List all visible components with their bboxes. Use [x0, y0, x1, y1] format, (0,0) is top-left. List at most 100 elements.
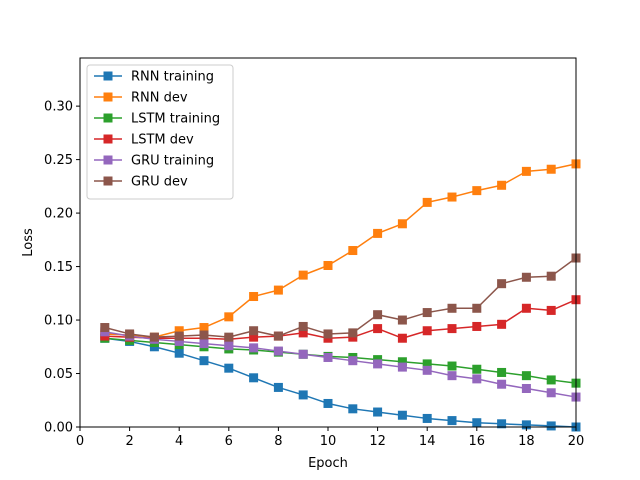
data-point	[174, 348, 184, 358]
data-point	[323, 260, 333, 270]
data-point	[472, 303, 482, 313]
legend-marker	[103, 71, 113, 81]
data-point	[422, 365, 432, 375]
x-tick-label: 12	[369, 434, 386, 449]
legend-item: GRU dev	[94, 175, 188, 190]
series-layer	[100, 159, 581, 432]
data-point	[249, 373, 259, 383]
data-point	[348, 328, 358, 338]
data-point	[273, 382, 283, 392]
data-point	[298, 390, 308, 400]
y-tick-label: 0.00	[44, 421, 73, 436]
legend-item: LSTM training	[94, 112, 220, 127]
legend-item: LSTM dev	[94, 133, 194, 148]
data-point	[224, 363, 234, 373]
data-point	[249, 332, 259, 342]
data-point	[497, 367, 507, 377]
data-point	[249, 326, 259, 336]
data-point	[422, 413, 432, 423]
data-point	[174, 326, 184, 336]
data-point	[323, 352, 333, 362]
data-point	[199, 330, 209, 340]
legend-marker	[103, 155, 113, 165]
data-point	[373, 228, 383, 238]
x-tick-label: 0	[76, 434, 84, 449]
x-tick-label: 4	[175, 434, 183, 449]
data-point	[472, 321, 482, 331]
data-point	[422, 197, 432, 207]
y-tick-label: 0.25	[44, 153, 73, 168]
legend: RNN training RNN dev LSTM training LSTM dev…	[86, 64, 234, 200]
data-point	[447, 416, 457, 426]
data-point	[199, 356, 209, 366]
data-point	[546, 375, 556, 385]
x-tick-label: 6	[225, 434, 233, 449]
data-point	[397, 410, 407, 420]
data-point	[348, 246, 358, 256]
x-tick-label: 20	[568, 434, 585, 449]
data-point	[174, 336, 184, 346]
data-point	[224, 341, 234, 351]
data-point	[422, 359, 432, 369]
x-axis-label: Epoch	[308, 456, 348, 471]
data-point	[422, 326, 432, 336]
data-point	[373, 359, 383, 369]
legend-item: RNN dev	[94, 91, 188, 106]
data-point	[174, 331, 184, 341]
data-point	[298, 349, 308, 359]
data-point	[397, 333, 407, 343]
data-point	[521, 383, 531, 393]
data-point	[273, 285, 283, 295]
data-point	[546, 305, 556, 315]
data-point	[546, 388, 556, 398]
series-gru-dev	[100, 253, 581, 342]
data-point	[224, 312, 234, 322]
data-point	[323, 398, 333, 408]
legend-item: RNN training	[94, 70, 214, 85]
data-point	[298, 328, 308, 338]
data-point	[373, 407, 383, 417]
x-tick-label: 8	[274, 434, 282, 449]
data-point	[125, 329, 135, 339]
data-point	[397, 357, 407, 367]
data-point	[447, 324, 457, 334]
data-point	[249, 343, 259, 353]
data-point	[472, 374, 482, 384]
y-axis-ticks: 0.00 0.05 0.10 0.15 0.20 0.25 0.30	[44, 100, 80, 436]
data-point	[521, 371, 531, 381]
data-point	[497, 419, 507, 429]
data-point	[546, 164, 556, 174]
y-tick-label: 0.20	[44, 207, 73, 222]
legend-item: GRU training	[94, 154, 214, 169]
y-tick-label: 0.15	[44, 260, 73, 275]
x-axis-ticks: 0 2 4 6 8 10 12 14 16 18 20	[76, 427, 584, 449]
data-point	[298, 270, 308, 280]
data-point	[397, 362, 407, 372]
data-point	[273, 331, 283, 341]
data-point	[100, 323, 110, 333]
data-point	[224, 332, 234, 342]
data-point	[521, 420, 531, 430]
data-point	[472, 186, 482, 196]
data-point	[397, 315, 407, 325]
x-tick-label: 2	[125, 434, 133, 449]
data-point	[521, 303, 531, 313]
data-point	[298, 321, 308, 331]
data-point	[447, 192, 457, 202]
data-point	[373, 324, 383, 334]
x-tick-label: 10	[320, 434, 337, 449]
data-point	[348, 356, 358, 366]
data-point	[546, 271, 556, 281]
y-tick-label: 0.30	[44, 100, 73, 115]
x-tick-label: 18	[518, 434, 535, 449]
legend-box	[86, 64, 234, 200]
y-axis-label: Loss	[21, 228, 36, 257]
data-point	[447, 361, 457, 371]
data-point	[472, 364, 482, 374]
data-point	[149, 332, 159, 342]
data-point	[373, 310, 383, 320]
data-point	[521, 166, 531, 176]
data-point	[199, 339, 209, 349]
legend-label: LSTM training	[131, 112, 220, 127]
data-point	[497, 279, 507, 289]
